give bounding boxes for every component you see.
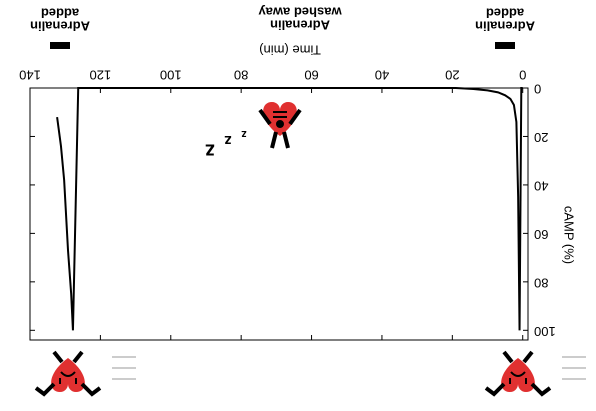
sleep-z: z bbox=[224, 132, 232, 149]
adrenalin-bar bbox=[50, 42, 70, 49]
y-tick-label: 60 bbox=[534, 227, 548, 242]
x-tick-label: 0 bbox=[519, 68, 526, 83]
sleeping-heart-icon bbox=[260, 102, 300, 148]
heart-icon bbox=[36, 352, 100, 394]
y-tick-label: 40 bbox=[534, 178, 548, 193]
x-tick-label: 80 bbox=[234, 68, 248, 83]
chart: Time (min) cAMP (%) 0 20 40 60 80 100 120 140 0 2… bbox=[0, 0, 596, 406]
y-tick-label: 80 bbox=[534, 275, 548, 290]
rotated-chart: Time (min) cAMP (%) 0 20 40 60 80 100 120 140 0 2… bbox=[19, 5, 586, 394]
y-tick-label: 0 bbox=[534, 82, 541, 97]
x-tick-label: 20 bbox=[445, 68, 459, 83]
y-tick-label: 20 bbox=[534, 130, 548, 145]
y-axis-title: cAMP (%) bbox=[562, 206, 577, 264]
sleep-z: z bbox=[241, 128, 247, 140]
x-tick-label: 60 bbox=[304, 68, 318, 83]
annotation: added bbox=[486, 6, 524, 21]
sleep-z: z bbox=[205, 140, 215, 162]
adrenalin-bar bbox=[495, 42, 515, 49]
x-tick-label: 100 bbox=[160, 68, 182, 83]
heart-icon bbox=[486, 352, 550, 394]
x-tick-label: 40 bbox=[375, 68, 389, 83]
y-tick-label: 100 bbox=[534, 324, 556, 339]
annotation: washed away bbox=[258, 5, 343, 20]
x-tick-label: 120 bbox=[90, 68, 112, 83]
x-tick-label: 140 bbox=[19, 68, 41, 83]
annotation: added bbox=[41, 6, 79, 21]
x-axis-title: Time (min) bbox=[259, 43, 321, 58]
